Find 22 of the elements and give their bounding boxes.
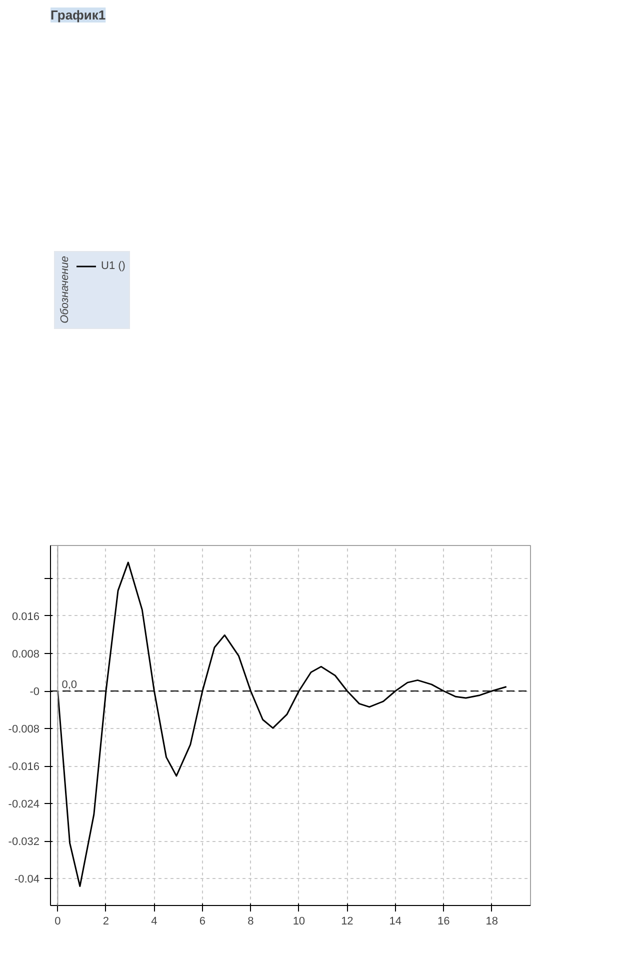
y-tick-label: 0.008 (12, 648, 40, 660)
y-tick-label: -0.024 (8, 798, 40, 811)
x-tick-label: 18 (486, 916, 498, 928)
x-tick-label: 8 (248, 916, 254, 928)
x-tick-label: 6 (199, 916, 206, 928)
x-tick-label: 2 (102, 916, 110, 928)
y-tick-label: -0.016 (8, 761, 40, 774)
x-tick-label: 14 (389, 916, 402, 928)
x-tick-label: 16 (438, 916, 450, 928)
annotation: 0,0 (62, 679, 78, 691)
legend-title: Обозначение (59, 256, 71, 324)
x-tick-label: 4 (151, 916, 158, 928)
x-tick-label: 0 (54, 916, 61, 928)
x-tick-label: 12 (341, 916, 354, 928)
y-tick-label: -0.04 (14, 874, 40, 886)
x-tick-label: 10 (292, 916, 306, 928)
y-tick-label: -0.008 (8, 724, 40, 736)
y-tick-label: -0.032 (8, 836, 40, 848)
chart-title: График1 (50, 8, 106, 22)
y-tick-label: 0.016 (12, 610, 40, 623)
y-tick-label: -0 (30, 686, 40, 698)
legend-label: U1 () (101, 260, 126, 272)
